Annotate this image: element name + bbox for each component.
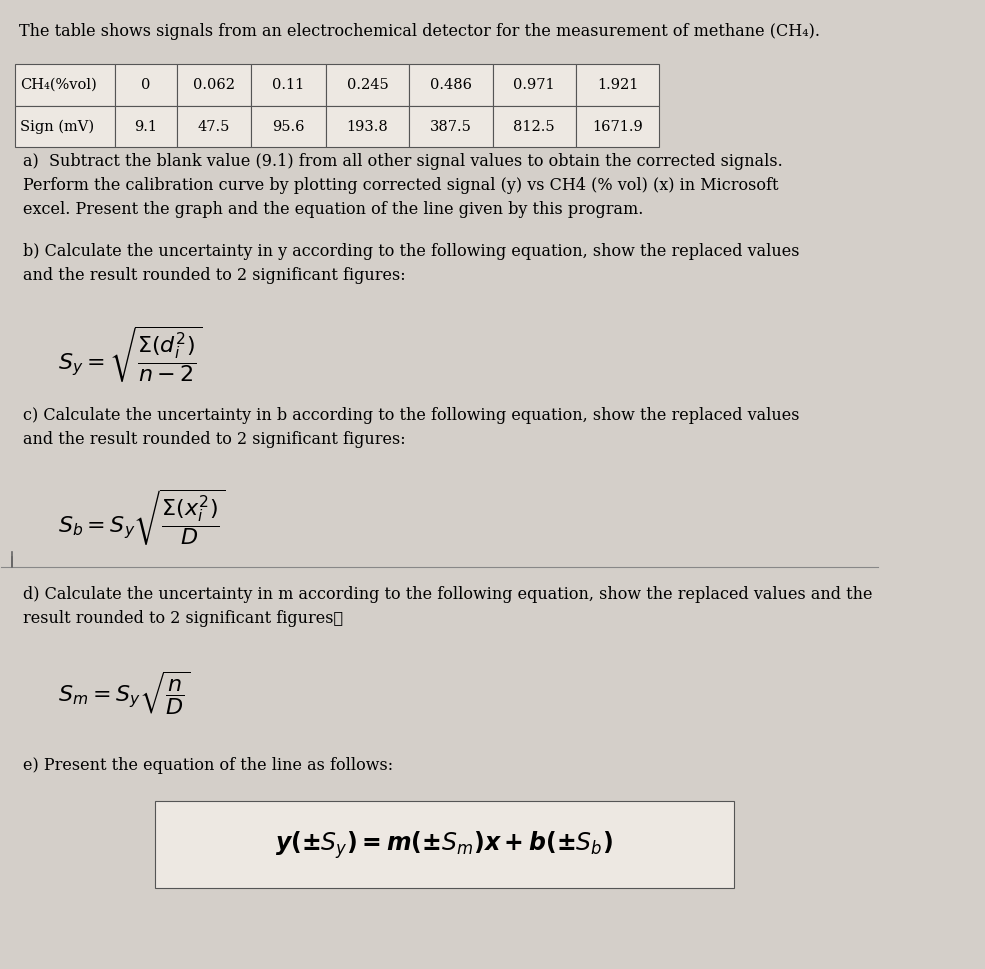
Text: The table shows signals from an electrochemical detector for the measurement of : The table shows signals from an electroc… bbox=[19, 22, 820, 40]
Text: 0.971: 0.971 bbox=[513, 78, 555, 92]
Bar bbox=[326, 106, 409, 147]
Text: Sign (mV): Sign (mV) bbox=[20, 119, 94, 134]
Text: $S_y = \sqrt{\dfrac{\Sigma(d_i^2)}{n-2}}$: $S_y = \sqrt{\dfrac{\Sigma(d_i^2)}{n-2}}… bbox=[58, 325, 203, 386]
Text: $S_m = S_y\sqrt{\dfrac{n}{D}}$: $S_m = S_y\sqrt{\dfrac{n}{D}}$ bbox=[58, 670, 190, 717]
Text: a)  Subtract the blank value (9.1) from all other signal values to obtain the co: a) Subtract the blank value (9.1) from a… bbox=[24, 153, 783, 218]
Bar bbox=[155, 801, 734, 889]
Text: 387.5: 387.5 bbox=[429, 119, 472, 134]
Bar bbox=[409, 64, 492, 106]
Bar bbox=[251, 106, 326, 147]
Text: e) Present the equation of the line as follows:: e) Present the equation of the line as f… bbox=[24, 757, 393, 774]
Bar bbox=[15, 106, 115, 147]
Text: 47.5: 47.5 bbox=[198, 119, 230, 134]
Text: 0.11: 0.11 bbox=[273, 78, 304, 92]
Bar bbox=[176, 106, 251, 147]
Bar bbox=[115, 106, 176, 147]
Text: 812.5: 812.5 bbox=[513, 119, 555, 134]
Text: 0.062: 0.062 bbox=[193, 78, 235, 92]
Bar bbox=[326, 64, 409, 106]
Text: 193.8: 193.8 bbox=[347, 119, 388, 134]
Text: 0.486: 0.486 bbox=[429, 78, 472, 92]
Text: 9.1: 9.1 bbox=[135, 119, 158, 134]
Bar bbox=[115, 64, 176, 106]
Bar bbox=[576, 106, 659, 147]
Text: 1671.9: 1671.9 bbox=[592, 119, 643, 134]
Text: $\boldsymbol{y(\pm S_y) = m(\pm S_m)x + b(\pm S_b)}$: $\boldsymbol{y(\pm S_y) = m(\pm S_m)x + … bbox=[276, 829, 614, 860]
Text: 0: 0 bbox=[142, 78, 151, 92]
Text: d) Calculate the uncertainty in m according to the following equation, show the : d) Calculate the uncertainty in m accord… bbox=[24, 586, 873, 627]
Text: 95.6: 95.6 bbox=[273, 119, 305, 134]
Bar bbox=[576, 64, 659, 106]
Text: c) Calculate the uncertainty in b according to the following equation, show the : c) Calculate the uncertainty in b accord… bbox=[24, 407, 800, 449]
Text: $S_b = S_y\sqrt{\dfrac{\Sigma(x_i^2)}{D}}$: $S_b = S_y\sqrt{\dfrac{\Sigma(x_i^2)}{D}… bbox=[58, 488, 226, 548]
Text: b) Calculate the uncertainty in y according to the following equation, show the : b) Calculate the uncertainty in y accord… bbox=[24, 243, 800, 284]
Bar bbox=[176, 64, 251, 106]
Text: 0.245: 0.245 bbox=[347, 78, 388, 92]
Bar bbox=[251, 64, 326, 106]
Bar bbox=[492, 64, 576, 106]
Text: 1.921: 1.921 bbox=[597, 78, 638, 92]
Text: CH₄(%vol): CH₄(%vol) bbox=[20, 78, 97, 92]
Bar bbox=[409, 106, 492, 147]
Bar bbox=[15, 64, 115, 106]
Bar bbox=[492, 106, 576, 147]
